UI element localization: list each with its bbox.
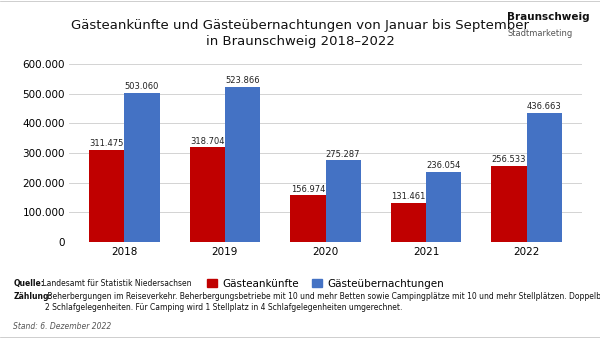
Text: 236.054: 236.054: [427, 161, 461, 170]
Bar: [124, 93, 160, 242]
Text: in Braunschweig 2018–2022: in Braunschweig 2018–2022: [206, 35, 394, 48]
Bar: [491, 166, 527, 242]
Text: 311.475: 311.475: [89, 139, 124, 148]
Text: Stadtmarketing: Stadtmarketing: [507, 29, 572, 38]
Text: 156.974: 156.974: [291, 185, 325, 194]
Bar: [225, 87, 260, 242]
Bar: [426, 172, 461, 242]
Bar: [391, 203, 426, 242]
Bar: [527, 113, 562, 242]
Text: Zählung:: Zählung:: [13, 292, 52, 301]
Text: 256.533: 256.533: [492, 155, 526, 164]
Bar: [325, 160, 361, 242]
Text: 523.866: 523.866: [225, 76, 260, 85]
Bar: [290, 195, 326, 242]
Text: Beherbergungen im Reiseverkehr. Beherbergungsbetriebe mit 10 und mehr Betten sow: Beherbergungen im Reiseverkehr. Beherber…: [45, 292, 600, 312]
Text: Gästeankünfte und Gästeübernachtungen von Januar bis September: Gästeankünfte und Gästeübernachtungen vo…: [71, 19, 529, 31]
Bar: [190, 147, 225, 242]
Legend: Gästeankünfte, Gästeübernachtungen: Gästeankünfte, Gästeübernachtungen: [203, 274, 448, 293]
Text: 318.704: 318.704: [190, 137, 224, 146]
Text: Landesamt für Statistik Niedersachsen: Landesamt für Statistik Niedersachsen: [40, 279, 191, 288]
Text: 131.461: 131.461: [391, 192, 425, 201]
Text: 436.663: 436.663: [527, 102, 562, 111]
Text: 503.060: 503.060: [125, 82, 159, 91]
Text: Quelle:: Quelle:: [13, 279, 44, 288]
Text: Stand: 6. Dezember 2022: Stand: 6. Dezember 2022: [13, 322, 112, 331]
Text: Braunschweig: Braunschweig: [507, 12, 590, 22]
Text: 275.287: 275.287: [326, 150, 361, 159]
Bar: [89, 149, 124, 242]
